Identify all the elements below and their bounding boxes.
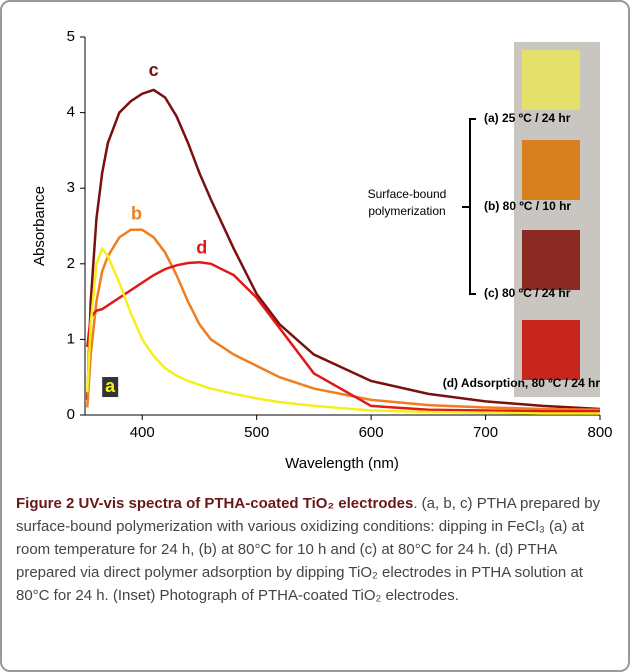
y-tick-label: 1 xyxy=(67,330,75,347)
y-tick-label: 2 xyxy=(67,255,75,272)
sample-b xyxy=(522,140,580,200)
series-label: d xyxy=(196,237,207,257)
series-line xyxy=(86,246,600,415)
x-tick-label: 800 xyxy=(587,424,612,441)
y-tick-label: 3 xyxy=(67,179,75,196)
series-label: a xyxy=(105,376,116,396)
chart: Surface-bound polymerization (a) 25 ºC /… xyxy=(31,28,613,472)
x-tick-label: 400 xyxy=(130,424,155,441)
inset-label: (a) 25 ºC / 24 hr xyxy=(484,111,571,125)
series-label: c xyxy=(149,60,159,80)
y-tick-label: 5 xyxy=(67,28,75,45)
y-tick-label: 0 xyxy=(67,406,75,423)
inset-label: (b) 80 ºC / 10 hr xyxy=(484,199,571,213)
y-tick-label: 4 xyxy=(67,104,75,121)
series-line xyxy=(86,261,600,413)
bracket xyxy=(462,118,476,295)
x-tick-label: 600 xyxy=(359,424,384,441)
label-box xyxy=(102,377,119,398)
sample-c xyxy=(522,230,580,290)
sample-d xyxy=(522,320,580,380)
caption-title: Figure 2 UV-vis spectra of PTHA-coated T… xyxy=(16,495,414,512)
caption-text: . (a, b, c) PTHA prepared by surface-bou… xyxy=(16,495,601,604)
series-line xyxy=(86,228,601,411)
sample-a xyxy=(522,50,580,110)
group-label: Surface-bound xyxy=(368,187,447,201)
series-label: b xyxy=(131,203,142,223)
x-tick-label: 700 xyxy=(473,424,498,441)
series-line xyxy=(86,88,601,411)
x-tick-label: 500 xyxy=(244,424,269,441)
y-axis-label: Absorbance xyxy=(31,186,48,266)
caption: Figure 2 UV-vis spectra of PTHA-coated T… xyxy=(16,492,616,607)
inset-label: (c) 80 ºC / 24 hr xyxy=(484,286,571,300)
inset-label: (d) Adsorption, 80 ºC / 24 hr xyxy=(443,376,601,390)
group-label: polymerization xyxy=(368,204,445,218)
x-axis-label: Wavelength (nm) xyxy=(285,455,399,472)
